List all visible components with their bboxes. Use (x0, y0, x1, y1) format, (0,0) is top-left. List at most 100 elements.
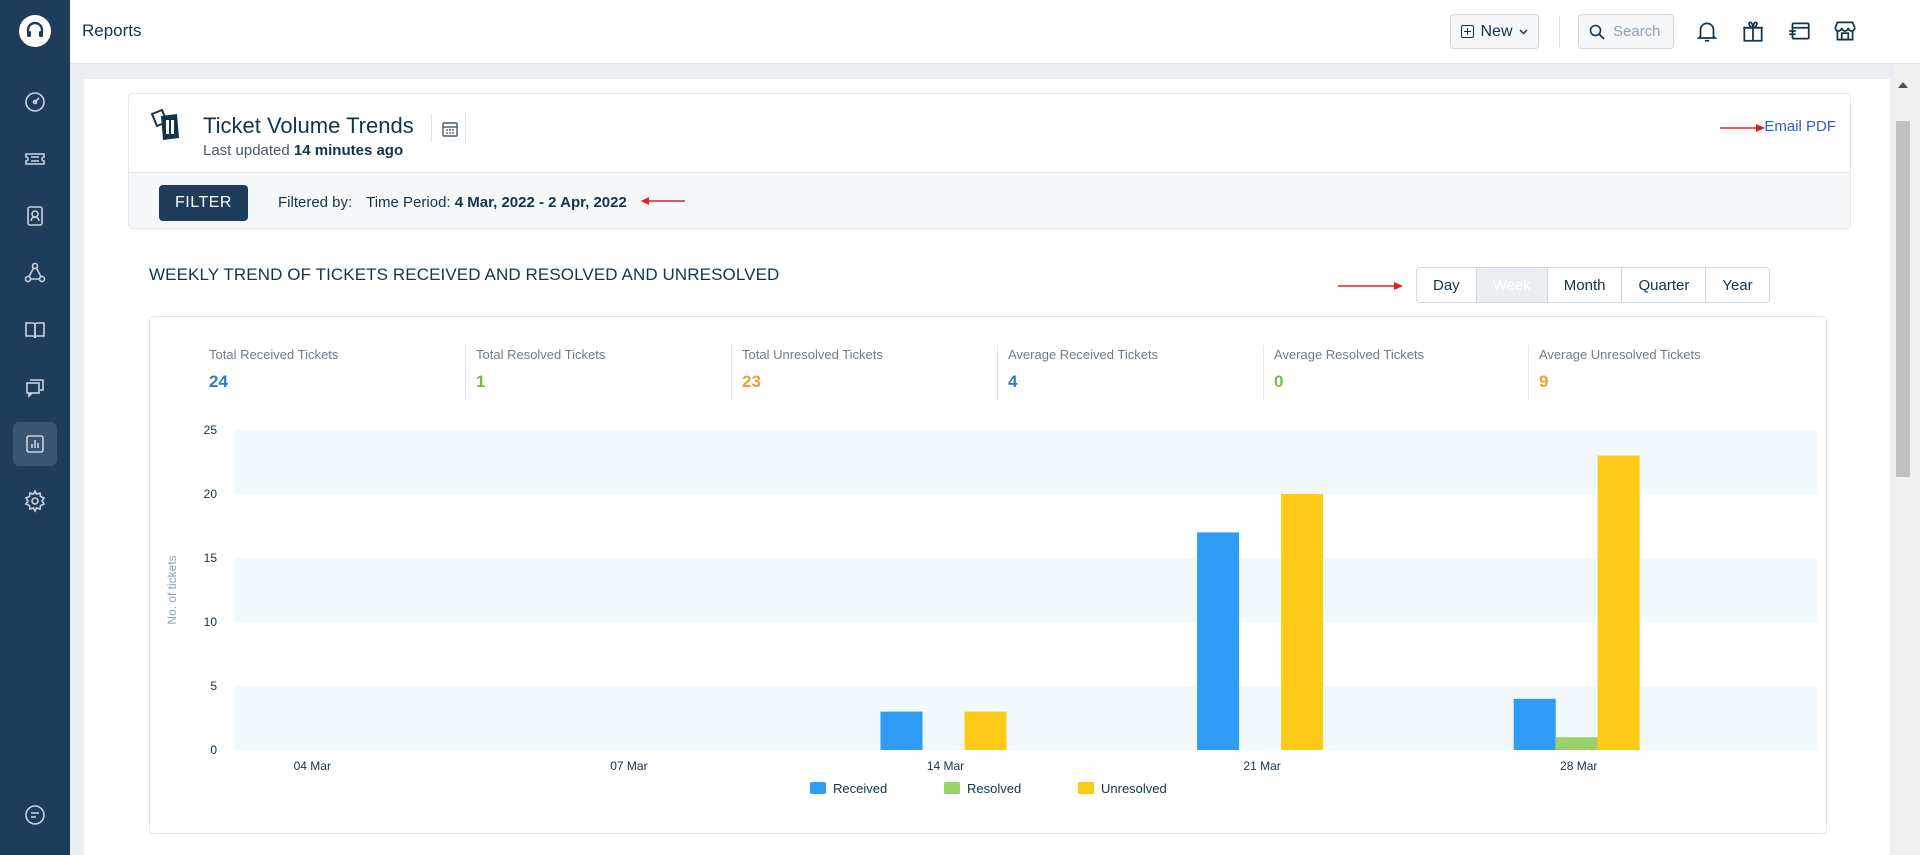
headset-icon (26, 21, 44, 37)
period-week-button[interactable]: Week (1476, 268, 1548, 302)
stat-average-unresolved: Average Unresolved Tickets 9 (1528, 345, 1794, 401)
stat-label: Total Resolved Tickets (476, 347, 606, 362)
gift-button[interactable] (1738, 16, 1768, 46)
bar-unresolved (1597, 455, 1640, 750)
stat-total-received: Total Received Tickets 24 (199, 345, 465, 401)
legend-swatch-unresolved (1078, 782, 1094, 794)
legend-label-received: Received (833, 781, 887, 796)
freshdesk-logo[interactable] (19, 15, 51, 47)
ticket-trend-icon (150, 108, 179, 140)
nav-tickets[interactable] (13, 137, 57, 181)
contacts-icon (27, 206, 43, 226)
page-title: Reports (82, 21, 142, 40)
bell-icon (1696, 22, 1718, 42)
search-input[interactable]: Search (1578, 14, 1674, 49)
y-tick-label: 20 (204, 487, 218, 501)
stat-total-resolved: Total Resolved Tickets 1 (465, 345, 731, 401)
stat-label: Average Unresolved Tickets (1539, 347, 1701, 362)
x-tick-label: 21 Mar (1243, 759, 1280, 773)
annotation-arrow-right-icon (1720, 124, 1765, 132)
filter-bar: FILTER Filtered by: Time Period: 4 Mar, … (129, 172, 1850, 228)
search-icon (1589, 24, 1605, 40)
notifications-button[interactable] (1692, 16, 1722, 46)
new-button[interactable]: New (1450, 14, 1539, 49)
filter-summary: Filtered by: Time Period: 4 Mar, 2022 - … (278, 194, 627, 211)
stat-value: 9 (1539, 372, 1549, 391)
stat-label: Total Unresolved Tickets (742, 347, 883, 362)
period-toggle: Day Week Month Quarter Year (1416, 267, 1770, 303)
x-tick-label: 07 Mar (610, 759, 647, 773)
scroll-up-arrow[interactable] (1898, 82, 1908, 88)
period-quarter-button[interactable]: Quarter (1622, 268, 1707, 302)
x-tick-label: 14 Mar (927, 759, 964, 773)
legend-swatch-received (810, 782, 826, 794)
stat-average-received: Average Received Tickets 4 (997, 345, 1263, 401)
top-header: Reports New Search M (70, 0, 1920, 64)
grid-band (234, 558, 1817, 622)
scrollbar-thumb[interactable] (1896, 121, 1910, 477)
gear-icon (24, 489, 46, 513)
period-month-button[interactable]: Month (1547, 268, 1623, 302)
y-tick-label: 5 (210, 679, 217, 693)
stat-value: 24 (209, 372, 228, 391)
x-tick-label: 28 Mar (1560, 759, 1597, 773)
title-divider (431, 114, 432, 142)
nav-forums[interactable] (13, 365, 57, 409)
last-updated-value: 14 minutes ago (293, 142, 404, 159)
y-tick-label: 25 (204, 423, 218, 437)
bar-received (880, 711, 923, 750)
app-window-icon (1789, 22, 1810, 40)
sidebar (0, 0, 70, 855)
report-title: Ticket Volume Trends (203, 113, 414, 138)
section-title: WEEKLY TREND OF TICKETS RECEIVED AND RES… (149, 265, 780, 284)
gift-icon (1743, 21, 1763, 42)
nav-groups[interactable] (13, 251, 57, 295)
bar-received (1197, 532, 1240, 750)
nav-admin[interactable] (13, 479, 57, 523)
last-updated-prefix: Last updated (203, 142, 290, 159)
header-divider (1559, 16, 1560, 47)
period-year-button[interactable]: Year (1706, 268, 1769, 302)
stat-value: 4 (1008, 372, 1018, 391)
store-icon (1834, 21, 1856, 41)
stat-label: Average Received Tickets (1008, 347, 1159, 362)
legend-label-resolved: Resolved (967, 781, 1021, 796)
last-updated: Last updated 14 minutes ago (203, 142, 403, 159)
groups-icon (24, 262, 46, 283)
annotation-arrow-left-icon (641, 197, 685, 205)
nav-dashboard[interactable] (13, 80, 57, 124)
period-day-button[interactable]: Day (1417, 268, 1477, 302)
report-header-card: Ticket Volume Trends Last updated 14 min… (128, 93, 1851, 229)
bar-unresolved (964, 711, 1007, 750)
marketplace-button[interactable] (1830, 16, 1860, 46)
email-pdf-link[interactable]: Email PDF (1764, 118, 1836, 135)
y-axis-label: No. of tickets (165, 555, 179, 624)
stat-value: 23 (742, 372, 761, 391)
title-divider-2 (465, 114, 466, 142)
y-tick-label: 10 (204, 615, 218, 629)
plus-square-icon (1461, 25, 1475, 38)
legend-label-unresolved: Unresolved (1101, 781, 1167, 796)
nav-contacts[interactable] (13, 194, 57, 238)
bar-unresolved (1281, 494, 1324, 750)
time-period-value: 4 Mar, 2022 - 2 Apr, 2022 (454, 194, 627, 211)
nav-chat[interactable] (13, 793, 57, 837)
calendar-icon[interactable] (441, 120, 459, 138)
chat-icon (25, 805, 45, 825)
apps-button[interactable] (1784, 16, 1814, 46)
y-tick-label: 15 (204, 551, 218, 565)
stat-label: Average Resolved Tickets (1274, 347, 1425, 362)
bar-chart: 0 5 10 15 20 25 No. of tickets 04 Mar 07 Mar 14 M… (165, 423, 1817, 796)
x-tick-label: 04 Mar (294, 759, 331, 773)
legend-swatch-resolved (944, 782, 960, 794)
stat-total-unresolved: Total Unresolved Tickets 23 (731, 345, 997, 401)
filter-button[interactable]: FILTER (159, 185, 248, 221)
bar-received (1513, 698, 1556, 750)
y-tick-label: 0 (210, 743, 217, 757)
stat-label: Total Received Tickets (209, 347, 339, 362)
nav-analytics[interactable] (13, 422, 57, 466)
dashboard-icon (25, 92, 45, 112)
stat-average-resolved: Average Resolved Tickets 0 (1263, 345, 1529, 401)
nav-solutions[interactable] (13, 308, 57, 352)
grid-band (234, 430, 1817, 494)
